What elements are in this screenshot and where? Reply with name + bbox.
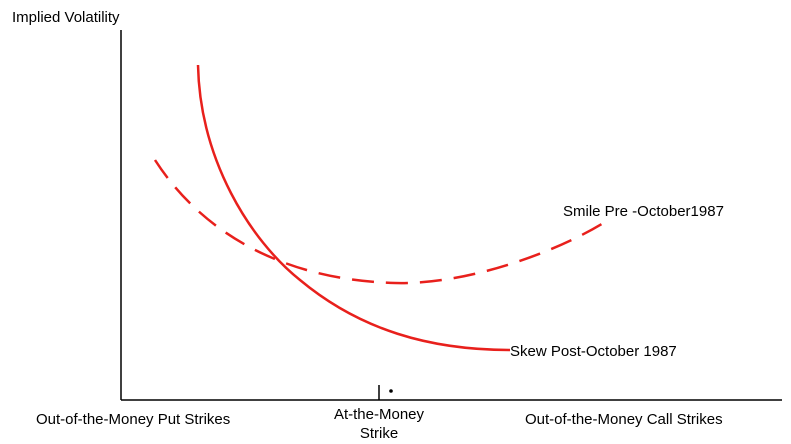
skew-label: Skew Post-October 1987: [510, 343, 677, 360]
x-center-label: At-the-Money: [334, 406, 425, 423]
x-left-label: Out-of-the-Money Put Strikes: [36, 411, 230, 428]
y-axis-label: Implied Volatility: [12, 9, 120, 26]
smile-label: Smile Pre -October1987: [563, 203, 724, 220]
x-center-label: Strike: [360, 425, 398, 442]
skew-curve: [196, 64, 511, 352]
dot: [389, 389, 393, 393]
x-right-label: Out-of-the-Money Call Strikes: [525, 411, 723, 428]
smile-curve: [153, 159, 606, 285]
